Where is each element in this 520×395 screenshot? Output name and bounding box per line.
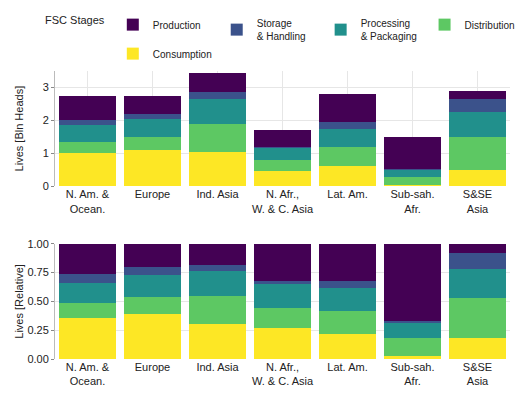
svg-text:Ind. Asia: Ind. Asia: [196, 361, 239, 373]
svg-text:Lives [Relative]: Lives [Relative]: [13, 264, 25, 339]
svg-text:0.00: 0.00: [27, 353, 48, 365]
svg-text:Lives [Bln Heads]: Lives [Bln Heads]: [13, 86, 25, 172]
svg-text:N. Am. &Ocean.: N. Am. &Ocean.: [66, 188, 110, 214]
svg-text:Processing& Packaging: Processing& Packaging: [361, 18, 417, 42]
svg-text:Lat. Am.: Lat. Am.: [327, 188, 367, 200]
svg-text:Europe: Europe: [135, 361, 170, 373]
svg-text:Distribution: Distribution: [465, 20, 515, 31]
svg-text:0.50: 0.50: [27, 295, 48, 307]
svg-text:S&SEAsia: S&SEAsia: [463, 361, 492, 387]
svg-text:0.25: 0.25: [27, 324, 48, 336]
svg-text:Europe: Europe: [135, 188, 170, 200]
svg-text:Consumption: Consumption: [153, 49, 212, 60]
svg-text:N. Afr.,W. & C. Asia: N. Afr.,W. & C. Asia: [252, 188, 314, 214]
svg-text:1.00: 1.00: [27, 238, 48, 250]
svg-text:Sub-sah.Afr.: Sub-sah.Afr.: [390, 188, 434, 214]
svg-text:N. Afr.,W. & C. Asia: N. Afr.,W. & C. Asia: [252, 361, 314, 387]
svg-text:Ind. Asia: Ind. Asia: [196, 188, 239, 200]
svg-text:3: 3: [43, 81, 49, 93]
svg-text:0: 0: [43, 180, 49, 192]
svg-text:FSC Stages: FSC Stages: [45, 14, 105, 26]
svg-text:Storage& Handling: Storage& Handling: [257, 18, 306, 42]
svg-text:Sub-sah.Afr.: Sub-sah.Afr.: [390, 361, 434, 387]
svg-text:Lat. Am.: Lat. Am.: [327, 361, 367, 373]
svg-text:S&SEAsia: S&SEAsia: [463, 188, 492, 214]
svg-text:1: 1: [43, 147, 49, 159]
svg-text:0.75: 0.75: [27, 266, 48, 278]
svg-text:2: 2: [43, 114, 49, 126]
svg-text:N. Am. &Ocean.: N. Am. &Ocean.: [66, 361, 110, 387]
svg-text:Production: Production: [153, 20, 201, 31]
